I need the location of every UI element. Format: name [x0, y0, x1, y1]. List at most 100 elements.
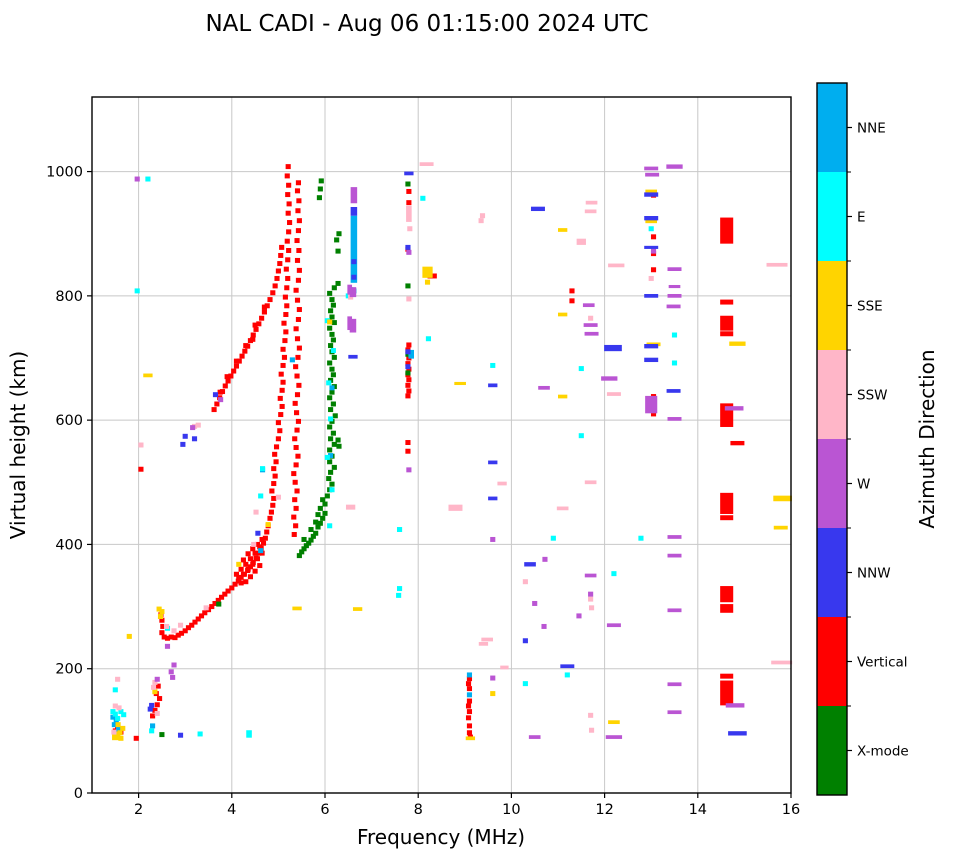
echo-ssw — [152, 679, 158, 685]
echo-nnw — [644, 357, 659, 363]
echo-x-mode — [317, 520, 323, 526]
echo-vertical — [238, 566, 244, 572]
echo-x-mode — [313, 530, 319, 536]
colorbar-border — [816, 82, 848, 796]
echo-vertical — [271, 466, 277, 472]
echo-e — [550, 535, 556, 541]
echo-sse — [152, 689, 158, 695]
echo-w — [584, 573, 597, 578]
echo-x-mode — [332, 413, 338, 419]
echo-w — [645, 172, 660, 177]
echo-vertical — [277, 428, 283, 434]
echo-vertical — [285, 164, 291, 170]
echo-nnw — [405, 244, 411, 250]
echo-e — [578, 433, 584, 439]
echo-e — [328, 416, 334, 422]
plot-border — [91, 96, 792, 794]
echo-e — [121, 712, 127, 718]
y-tick-label: 0 — [74, 786, 83, 802]
echo-vertical — [133, 735, 139, 741]
echo-w — [170, 674, 176, 680]
echo-vertical — [259, 315, 265, 321]
echo-x-mode — [317, 505, 323, 511]
echo-vertical — [240, 557, 247, 563]
echo-vertical — [275, 420, 281, 426]
echo-w — [154, 676, 160, 682]
echo-ssw — [419, 162, 434, 166]
echo-vertical — [278, 412, 284, 418]
colorbar-tick-label: NNE — [857, 121, 886, 137]
echo-e — [396, 527, 403, 532]
echo-vertical — [252, 322, 258, 328]
chart-title: NAL CADI - Aug 06 01:15:00 2024 UTC — [205, 11, 648, 37]
echo-vertical — [295, 418, 302, 424]
echo-nnw — [149, 702, 155, 708]
echo-vertical — [202, 610, 208, 616]
echo-vertical — [182, 628, 188, 634]
echo-vertical — [277, 261, 283, 267]
echo-vertical — [280, 379, 286, 385]
echo-x-mode — [322, 510, 328, 516]
echo-w — [542, 556, 548, 562]
echo-vertical — [270, 290, 276, 296]
colorbar-tick-label: E — [857, 210, 866, 226]
echo-vertical — [279, 244, 285, 250]
echo-nnw — [351, 259, 357, 265]
echo-e — [259, 466, 266, 472]
echo-vertical — [294, 238, 300, 244]
echo-x-mode — [327, 459, 333, 465]
echo-sse — [645, 189, 658, 194]
echo-e — [564, 672, 570, 678]
echo-vertical — [720, 673, 734, 679]
echo-vertical — [157, 696, 163, 702]
y-tick-label: 600 — [55, 413, 83, 429]
echo-vertical — [240, 571, 247, 577]
echo-w — [644, 166, 659, 171]
echo-vertical — [293, 445, 299, 450]
echo-w — [347, 284, 353, 295]
echo-nnw — [351, 274, 357, 280]
echo-ssw — [275, 494, 281, 500]
echo-w — [601, 376, 618, 381]
echo-vertical — [294, 373, 300, 379]
echo-sse — [645, 219, 658, 224]
echo-sse — [490, 691, 496, 697]
echo-vertical — [189, 622, 195, 628]
echo-vertical — [291, 532, 297, 537]
echo-x-mode — [330, 337, 336, 343]
echo-vertical — [272, 283, 278, 289]
echo-sse — [424, 279, 431, 285]
echo-vertical — [254, 556, 260, 562]
echo-ssw — [585, 200, 598, 205]
x-tick-label: 10 — [502, 802, 520, 818]
echo-nnw — [728, 731, 747, 736]
echo-vertical — [218, 594, 225, 600]
echo-x-mode — [326, 476, 332, 482]
echo-e — [326, 380, 332, 386]
echo-sse — [608, 720, 620, 725]
echo-vertical — [405, 382, 411, 388]
x-tick-label: 16 — [782, 802, 800, 818]
echo-x-mode — [324, 493, 330, 499]
echo-x-mode — [329, 389, 335, 395]
echo-vertical — [159, 617, 165, 623]
echo-vertical — [720, 604, 734, 613]
echo-nnw — [666, 389, 681, 393]
echo-nnw — [644, 245, 659, 249]
echo-ssw — [251, 541, 257, 547]
echo-x-mode — [327, 447, 333, 453]
echo-vertical — [231, 368, 237, 374]
echo-vertical — [295, 354, 301, 360]
echo-sse — [454, 381, 466, 386]
echo-nnw — [524, 562, 536, 567]
echo-vertical — [250, 546, 256, 552]
echo-vertical — [243, 579, 249, 585]
echo-e — [671, 332, 678, 338]
echo-vertical — [239, 353, 245, 359]
echo-e — [330, 348, 336, 354]
echo-vertical — [272, 473, 278, 479]
echo-vertical — [236, 358, 242, 364]
echo-w — [645, 395, 658, 414]
echo-sse — [352, 607, 363, 611]
echo-vertical — [295, 316, 302, 322]
